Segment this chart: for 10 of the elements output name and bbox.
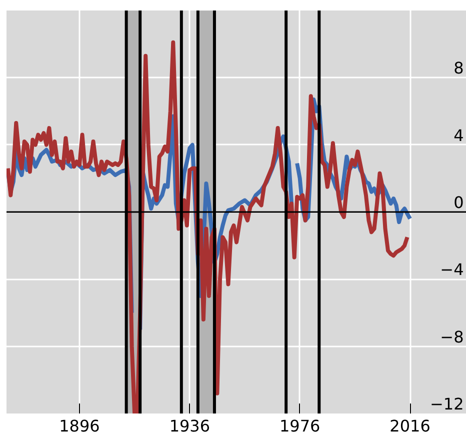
x-tick-label: 1976 (279, 416, 320, 436)
y-tick-label: 4 (454, 126, 464, 145)
x-tick-label: 1896 (59, 416, 100, 436)
y-tick-label: 8 (454, 58, 464, 78)
y-tick-label: −8 (440, 327, 464, 346)
y-tick-label: 0 (454, 193, 464, 212)
x-tick-label: 1936 (169, 416, 210, 436)
x-tick-label: 2016 (390, 416, 430, 436)
y-tick-label: −4 (440, 260, 464, 280)
y-tick-label: −12 (430, 394, 464, 414)
